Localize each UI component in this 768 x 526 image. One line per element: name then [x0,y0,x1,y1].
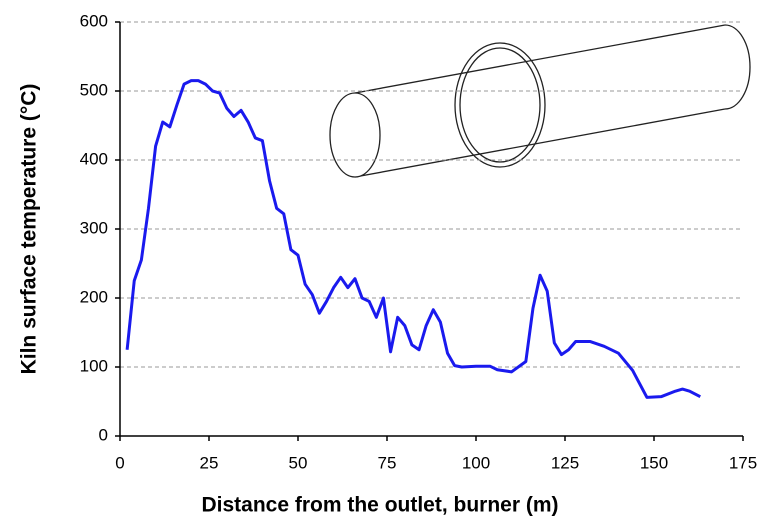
kiln-illustration [329,24,751,178]
y-tick-label: 0 [99,425,108,444]
y-tick-label: 400 [80,149,108,168]
y-tick-label: 100 [80,356,108,375]
x-tick-label: 100 [462,453,490,472]
y-tick-label: 200 [80,287,108,306]
x-tick-label: 150 [640,453,668,472]
y-axis-label: Kiln surface temperature (°C) [18,84,41,375]
x-tick-label: 125 [551,453,579,472]
x-axis-label: Distance from the outlet, burner (m) [201,494,558,517]
y-tick-label: 600 [80,11,108,30]
x-tick-label: 75 [378,453,397,472]
x-tick-label: 175 [729,453,757,472]
y-tick-label: 500 [80,80,108,99]
data-line [125,79,701,399]
x-tick-label: 25 [200,453,219,472]
x-tick-label: 50 [289,453,308,472]
y-tick-label: 300 [80,218,108,237]
x-tick-label: 0 [115,453,124,472]
